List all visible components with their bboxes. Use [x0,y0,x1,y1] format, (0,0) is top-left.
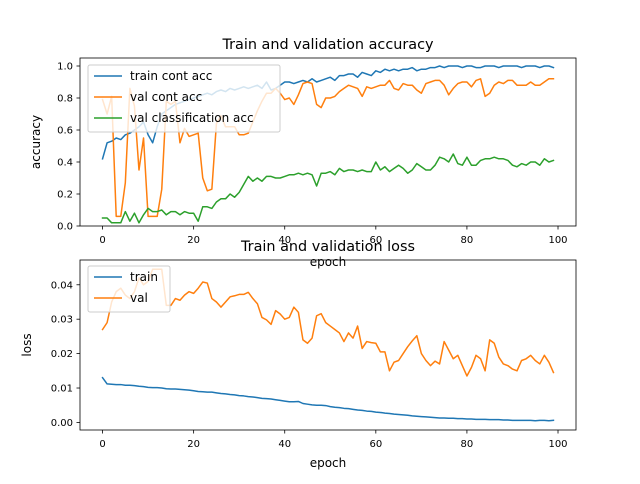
accuracy-legend-label: train cont acc [130,69,212,83]
accuracy-legend: train cont acc val cont acc val classifica… [87,64,281,133]
loss-x-tick-label: 40 [278,439,291,450]
accuracy-axes: 0 20 40 60 80 100 0.0 0.2 0.4 0.6 0.8 1.0 epoch ac… [29,37,577,269]
loss-y-tick-label: 0.00 [51,418,73,429]
accuracy-chart-title: Train and validation accuracy [221,37,434,53]
loss-x-tick-label: 60 [369,439,382,450]
loss-x-tick-label: 0 [99,439,105,450]
accuracy-legend-label: val classification acc [130,111,254,125]
accuracy-x-tick-label: 80 [461,235,474,246]
loss-series-layer [101,268,555,422]
loss-y-tick-label: 0.01 [51,384,73,395]
accuracy-y-tick-label: 0.4 [57,158,73,169]
accuracy-y-tick-label: 0.2 [57,190,73,201]
accuracy-y-tick-label: 0.0 [57,222,73,233]
loss-y-tick-label: 0.02 [51,349,73,360]
accuracy-plot-frame [79,57,577,227]
accuracy-x-tick-label: 60 [369,235,382,246]
loss-series-2-line [101,268,555,377]
loss-x-tick-label: 80 [461,439,474,450]
loss-y-tick-label: 0.04 [51,280,73,291]
accuracy-legend-label: val cont acc [130,90,202,104]
loss-x-tick-label: 20 [187,439,200,450]
loss-x-tick-label: 100 [548,439,567,450]
accuracy-y-tick-label: 0.8 [57,94,73,105]
accuracy-x-tick-label: 0 [99,235,105,246]
accuracy-x-axis-label: epoch [310,255,347,269]
loss-y-axis-label: loss [20,333,34,356]
accuracy-y-ticks: 0.0 0.2 0.4 0.6 0.8 1.0 [57,62,80,233]
accuracy-y-axis-label: accuracy [29,115,43,169]
loss-legend-label: val [130,291,148,305]
accuracy-x-tick-label: 100 [548,235,567,246]
accuracy-x-tick-label: 20 [187,235,200,246]
loss-axes: 0 20 40 60 80 100 0.000.010.020.030.04 epoch … [20,239,577,470]
accuracy-x-tick-label: 40 [278,235,291,246]
accuracy-x-ticks: 0 20 40 60 80 100 [99,226,568,246]
accuracy-y-tick-label: 1.0 [57,62,73,73]
loss-plot-frame [79,259,577,431]
loss-x-ticks: 0 20 40 60 80 100 [99,430,568,450]
loss-chart-title: Train and validation loss [240,239,415,255]
loss-series-1-line [101,376,555,422]
loss-legend-label: train [130,270,158,284]
accuracy-series-3-line [101,153,555,224]
loss-y-tick-label: 0.03 [51,315,73,326]
loss-y-ticks: 0.00 0.01 0.02 0.03 0.04 [51,280,80,429]
loss-x-axis-label: epoch [310,456,347,470]
loss-legend: train val [87,265,171,313]
accuracy-legend-box [87,64,281,133]
accuracy-y-tick-label: 0.6 [57,126,73,137]
